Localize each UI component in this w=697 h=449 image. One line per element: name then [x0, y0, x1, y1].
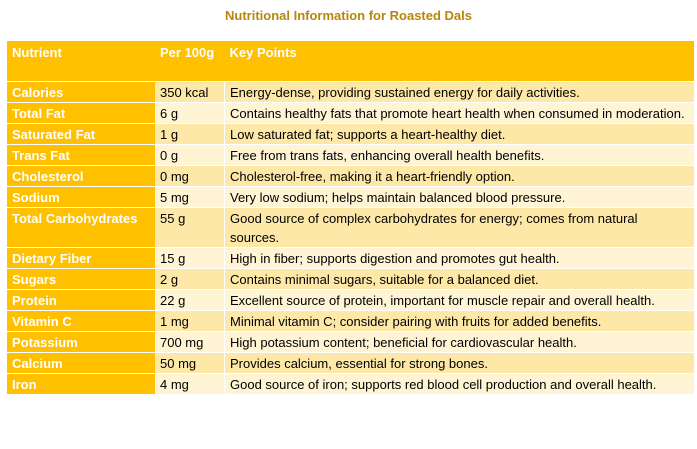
nutrient-cell: Sodium [7, 186, 155, 208]
nutrient-cell: Protein [7, 289, 155, 311]
table-row: Sugars 2 g Contains minimal sugars, suitab… [7, 268, 694, 290]
table-row: Saturated Fat 1 g Low saturated fat; suppo… [7, 123, 694, 145]
document-title: Nutritional Information for Roasted Dals [224, 8, 472, 23]
nutrient-cell: Dietary Fiber [7, 247, 155, 269]
nutrient-cell: Cholesterol [7, 165, 155, 187]
key-points-cell: High potassium content; beneficial for c… [224, 331, 694, 353]
table-header-row: Nutrient Per 100g Key Points [7, 41, 694, 82]
key-points-cell: High in fiber; supports digestion and pr… [224, 247, 694, 269]
key-points-cell: Good source of complex carbohydrates for… [224, 207, 694, 248]
table-row: Calories 350 kcal Energy-dense, providing … [7, 81, 694, 103]
per-100g-cell: 15 g [155, 247, 225, 269]
table-row: Total Fat 6 g Contains healthy fats that p… [7, 102, 694, 124]
nutrient-cell: Iron [7, 373, 155, 395]
table-body: Calories 350 kcal Energy-dense, providing … [7, 81, 694, 395]
per-100g-cell: 4 mg [155, 373, 225, 395]
per-100g-cell: 2 g [155, 268, 225, 290]
nutrient-cell: Potassium [7, 331, 155, 353]
per-100g-cell: 55 g [155, 207, 225, 248]
key-points-cell: Minimal vitamin C; consider pairing with… [224, 310, 694, 332]
table-row: Dietary Fiber 15 g High in fiber; supports… [7, 247, 694, 269]
table-row: Sodium 5 mg Very low sodium; helps maintai… [7, 186, 694, 208]
per-100g-cell: 700 mg [155, 331, 225, 353]
per-100g-cell: 350 kcal [155, 81, 225, 103]
nutrient-cell: Total Fat [7, 102, 155, 124]
key-points-cell: Provides calcium, essential for strong b… [224, 352, 694, 374]
nutrient-cell: Trans Fat [7, 144, 155, 166]
key-points-cell: Excellent source of protein, important f… [224, 289, 694, 311]
key-points-cell: Contains minimal sugars, suitable for a … [224, 268, 694, 290]
table-row: Total Carbohydrates 55 g Good source of co… [7, 207, 694, 248]
per-100g-cell: 1 g [155, 123, 225, 145]
key-points-cell: Contains healthy fats that promote heart… [224, 102, 694, 124]
per-100g-cell: 22 g [155, 289, 225, 311]
column-header-key-points: Key Points [224, 41, 694, 82]
nutrition-table: Nutrient Per 100g Key Points Calories 350… [7, 41, 694, 395]
key-points-cell: Very low sodium; helps maintain balanced… [224, 186, 694, 208]
table-row: Trans Fat 0 g Free from trans fats, enhanc… [7, 144, 694, 166]
per-100g-cell: 0 mg [155, 165, 225, 187]
key-points-cell: Free from trans fats, enhancing overall … [224, 144, 694, 166]
table-row: Calcium 50 mg Provides calcium, essential … [7, 352, 694, 374]
per-100g-cell: 50 mg [155, 352, 225, 374]
key-points-cell: Good source of iron; supports red blood … [224, 373, 694, 395]
nutrient-cell: Calcium [7, 352, 155, 374]
per-100g-cell: 0 g [155, 144, 225, 166]
nutrient-cell: Sugars [7, 268, 155, 290]
key-points-cell: Cholesterol-free, making it a heart-frie… [224, 165, 694, 187]
nutrient-cell: Vitamin C [7, 310, 155, 332]
per-100g-cell: 5 mg [155, 186, 225, 208]
key-points-cell: Energy-dense, providing sustained energy… [224, 81, 694, 103]
column-header-nutrient: Nutrient [7, 41, 155, 82]
per-100g-cell: 6 g [155, 102, 225, 124]
nutrient-cell: Calories [7, 81, 155, 103]
nutrient-cell: Total Carbohydrates [7, 207, 155, 248]
column-header-per-100g: Per 100g [155, 41, 225, 82]
nutrient-cell: Saturated Fat [7, 123, 155, 145]
table-row: Cholesterol 0 mg Cholesterol-free, making … [7, 165, 694, 187]
table-row: Protein 22 g Excellent source of protein, … [7, 289, 694, 311]
table-row: Iron 4 mg Good source of iron; supports re… [7, 373, 694, 395]
key-points-cell: Low saturated fat; supports a heart-heal… [224, 123, 694, 145]
table-row: Potassium 700 mg High potassium content; b… [7, 331, 694, 353]
per-100g-cell: 1 mg [155, 310, 225, 332]
